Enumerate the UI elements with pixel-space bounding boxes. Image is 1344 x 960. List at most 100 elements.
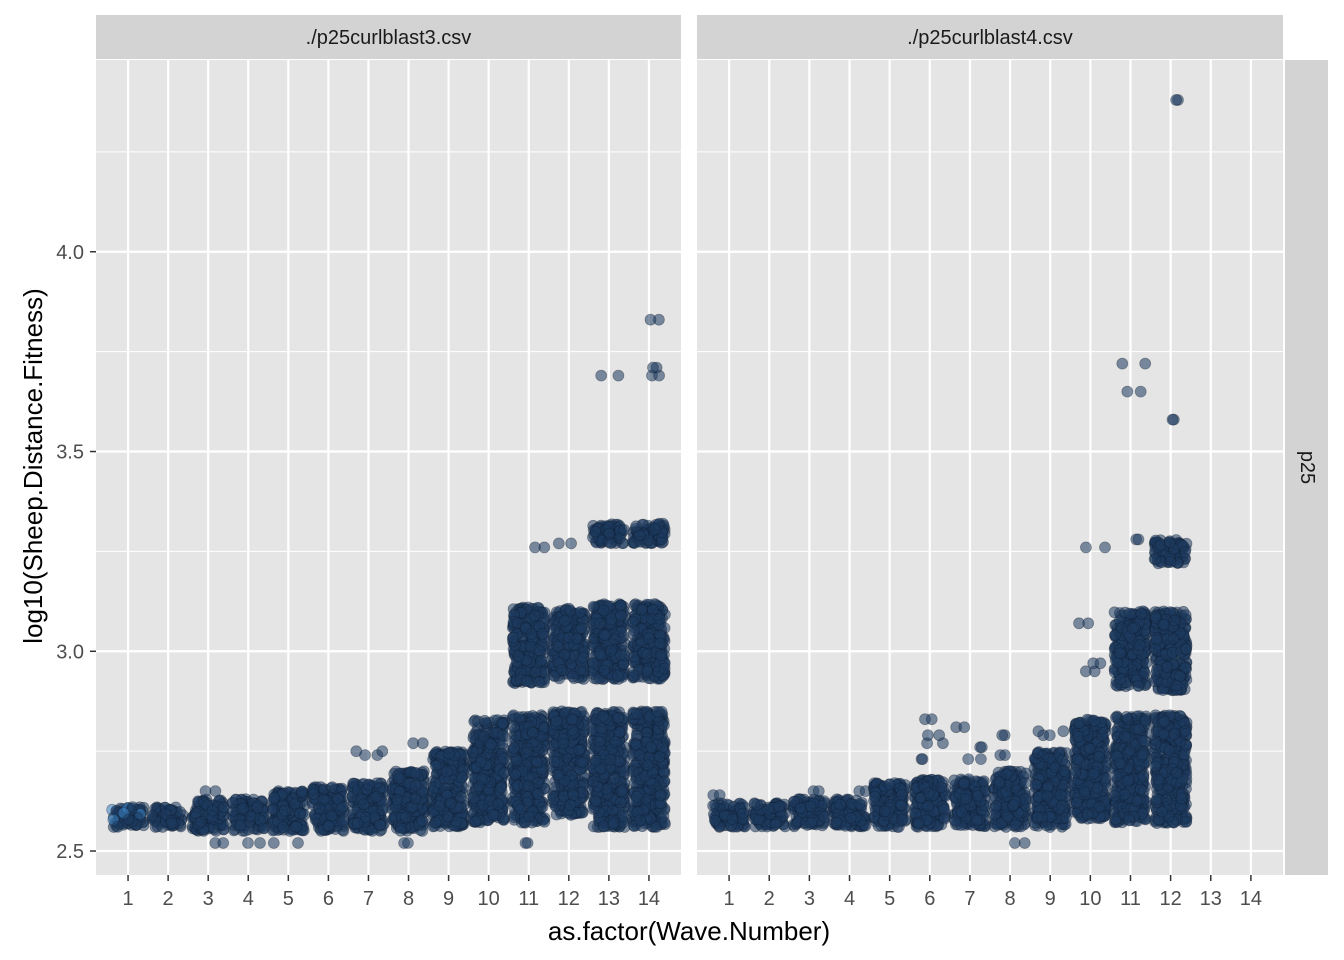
data-point [548, 624, 560, 636]
data-point [122, 813, 135, 826]
data-point [655, 649, 668, 662]
data-point [507, 631, 520, 644]
data-point [165, 817, 178, 830]
x-tick-label: 10 [478, 888, 500, 910]
x-tick-label: 7 [363, 888, 374, 910]
data-point [443, 747, 455, 760]
data-point [575, 622, 588, 635]
data-point [607, 817, 620, 829]
data-point [550, 715, 563, 728]
data-point [627, 616, 639, 628]
data-point [627, 669, 640, 682]
data-point [658, 816, 671, 829]
data-point [278, 804, 291, 817]
data-point [146, 809, 159, 822]
data-point [472, 780, 485, 793]
data-point [441, 810, 454, 823]
data-point [562, 631, 575, 644]
outlier-point [292, 837, 304, 849]
x-tick-label: 3 [203, 888, 214, 910]
data-point [337, 815, 350, 828]
data-point [654, 637, 666, 650]
data-point [574, 606, 587, 618]
data-point [567, 789, 580, 802]
data-point [524, 641, 537, 653]
data-point [376, 804, 389, 816]
data-point [590, 754, 602, 767]
data-point [513, 711, 526, 723]
outlier-point [376, 745, 389, 758]
data-point [295, 785, 308, 798]
data-point [496, 718, 509, 730]
data-point [631, 707, 643, 720]
data-point [615, 649, 627, 661]
data-point [645, 741, 657, 754]
outlier-point [267, 837, 280, 849]
outlier-point [350, 745, 363, 758]
data-point [521, 675, 533, 687]
data-point [409, 779, 422, 792]
data-point [237, 802, 250, 815]
data-point [268, 792, 281, 804]
data-point [555, 664, 568, 676]
x-tick-label: 13 [598, 888, 620, 910]
data-point [529, 609, 541, 622]
data-point [370, 791, 383, 803]
data-point [189, 807, 202, 820]
data-point [594, 617, 606, 630]
data-point [547, 793, 560, 806]
data-point [633, 529, 646, 542]
x-tick-label: 2 [163, 888, 174, 910]
x-tick-label: 14 [638, 888, 660, 910]
data-point [608, 772, 621, 785]
data-point [399, 811, 412, 824]
facet-strip-1 [96, 15, 681, 59]
outlier-point [647, 361, 659, 374]
panel-background-2 [697, 60, 1283, 875]
data-point [277, 821, 290, 834]
data-point [357, 798, 370, 811]
data-point [658, 662, 671, 675]
data-point [531, 788, 544, 801]
data-point [336, 801, 349, 814]
data-point [552, 769, 565, 781]
outlier-point [529, 541, 541, 554]
data-point [630, 790, 643, 803]
data-point [374, 819, 386, 831]
data-point [614, 599, 627, 612]
data-point [558, 615, 571, 627]
data-point [597, 604, 610, 617]
data-point [651, 706, 664, 718]
data-point [595, 722, 608, 735]
data-point [566, 670, 579, 683]
data-point [709, 814, 721, 827]
data-point [408, 767, 421, 779]
data-point [606, 804, 619, 817]
data-point [234, 819, 247, 831]
data-point [641, 665, 654, 678]
data-point [736, 807, 749, 820]
outlier-point [644, 313, 657, 326]
data-point [444, 797, 457, 810]
data-point [362, 778, 375, 791]
data-point [641, 648, 653, 661]
outlier-point [713, 789, 726, 801]
data-point [630, 738, 642, 751]
data-point [643, 632, 655, 645]
data-point [642, 759, 654, 772]
data-point [514, 803, 527, 816]
data-point [654, 789, 667, 802]
data-point [527, 727, 539, 739]
data-point [455, 791, 467, 803]
x-tick-label: 12 [558, 888, 580, 910]
data-point [525, 628, 538, 640]
data-point [611, 669, 624, 682]
data-point [614, 796, 627, 809]
data-point [206, 804, 219, 817]
outlier-point [209, 785, 222, 797]
data-point [485, 738, 497, 751]
data-point [557, 737, 570, 750]
data-point [597, 710, 610, 723]
data-point [251, 801, 264, 814]
data-point [474, 756, 487, 769]
